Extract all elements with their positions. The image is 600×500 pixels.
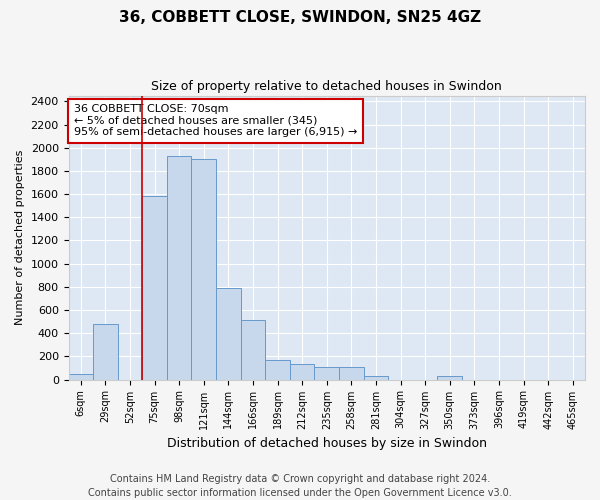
Bar	[437, 376, 462, 380]
Bar	[216, 288, 241, 380]
Bar	[265, 360, 290, 380]
Bar	[290, 364, 314, 380]
Bar	[142, 196, 167, 380]
Bar	[191, 160, 216, 380]
Title: Size of property relative to detached houses in Swindon: Size of property relative to detached ho…	[151, 80, 502, 93]
X-axis label: Distribution of detached houses by size in Swindon: Distribution of detached houses by size …	[167, 437, 487, 450]
Y-axis label: Number of detached properties: Number of detached properties	[15, 150, 25, 325]
Text: 36 COBBETT CLOSE: 70sqm
← 5% of detached houses are smaller (345)
95% of semi-de: 36 COBBETT CLOSE: 70sqm ← 5% of detached…	[74, 104, 357, 138]
Bar	[339, 368, 364, 380]
Bar	[314, 368, 339, 380]
Text: Contains HM Land Registry data © Crown copyright and database right 2024.
Contai: Contains HM Land Registry data © Crown c…	[88, 474, 512, 498]
Bar	[364, 376, 388, 380]
Bar	[93, 324, 118, 380]
Bar	[68, 374, 93, 380]
Bar	[167, 156, 191, 380]
Text: 36, COBBETT CLOSE, SWINDON, SN25 4GZ: 36, COBBETT CLOSE, SWINDON, SN25 4GZ	[119, 10, 481, 25]
Bar	[241, 320, 265, 380]
